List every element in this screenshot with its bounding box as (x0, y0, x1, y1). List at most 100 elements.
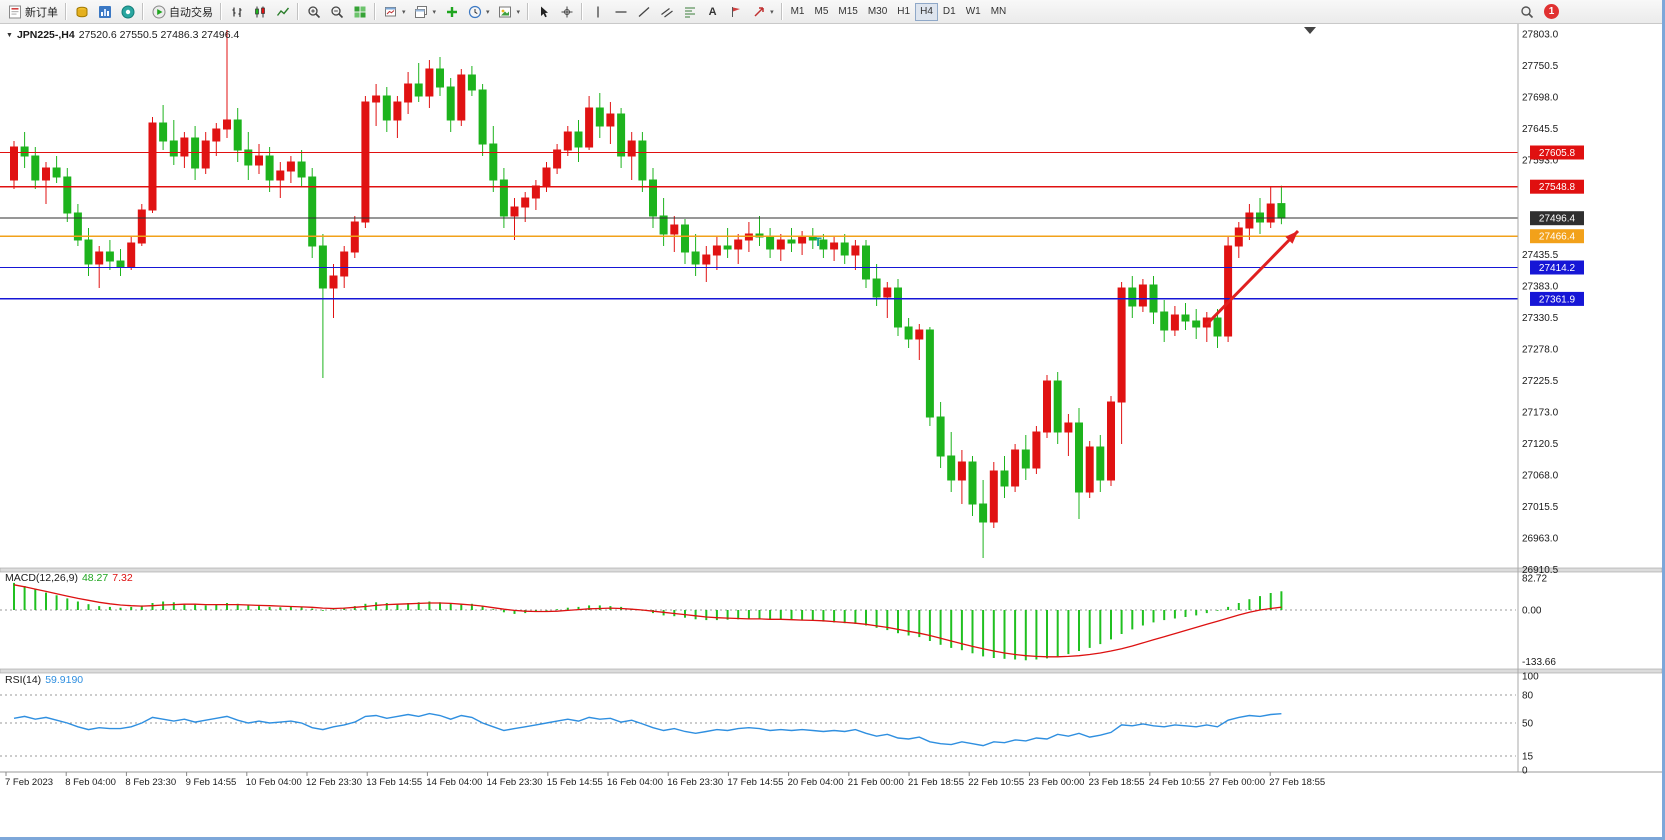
label-button[interactable] (724, 2, 747, 22)
bar-chart-button[interactable] (225, 2, 248, 22)
notification-badge[interactable]: 1 (1544, 4, 1559, 19)
timeframe-m15-button[interactable]: M15 (833, 3, 862, 21)
rsi-name: RSI(14) (5, 674, 42, 686)
text-tool-icon: A (708, 5, 717, 18)
market-watch-icon (97, 4, 112, 19)
timeframe-h4-button[interactable]: H4 (915, 2, 938, 21)
svg-text:7 Feb 2023: 7 Feb 2023 (5, 777, 53, 788)
svg-text:15 Feb 14:55: 15 Feb 14:55 (547, 777, 603, 788)
auto-trading-icon (151, 4, 166, 19)
templates-icon (498, 4, 513, 19)
tile-windows-icon (352, 4, 367, 19)
rsi-value: 59.9190 (45, 674, 84, 686)
one-click-trading-arrow-icon[interactable]: ▼ (6, 31, 13, 39)
svg-text:27015.5: 27015.5 (1522, 502, 1559, 513)
text-button[interactable]: A (701, 2, 724, 22)
trendline-icon (636, 4, 651, 19)
dropdown-caret: ▾ (402, 8, 406, 16)
shapes-button[interactable]: ▾ (747, 2, 778, 22)
svg-text:82.72: 82.72 (1522, 574, 1547, 585)
svg-text:17 Feb 14:55: 17 Feb 14:55 (727, 777, 783, 788)
vertical-line-icon (590, 4, 605, 19)
svg-text:27120.5: 27120.5 (1522, 439, 1559, 450)
candlestick-chart-button[interactable] (248, 2, 271, 22)
search-icon (1519, 4, 1534, 19)
crosshair-button[interactable] (555, 2, 578, 22)
horizontal-line-button[interactable] (609, 2, 632, 22)
navigator-icon (120, 4, 135, 19)
dropdown-caret: ▾ (770, 8, 774, 16)
trendline-button[interactable] (632, 2, 655, 22)
svg-text:27803.0: 27803.0 (1522, 30, 1559, 41)
new-chart-button[interactable]: ▾ (379, 2, 410, 22)
svg-text:27361.9: 27361.9 (1539, 294, 1576, 305)
chart-canvas[interactable]: T 27803.0 27750.5 27698.0 27645.5 27593.0 2743… (0, 24, 1662, 837)
templates-button[interactable]: ▾ (494, 2, 525, 22)
dropdown-caret: ▾ (432, 8, 437, 16)
svg-text:13 Feb 14:55: 13 Feb 14:55 (366, 777, 422, 788)
market-watch-button[interactable] (93, 2, 116, 22)
periods-button[interactable]: ▾ (463, 2, 494, 22)
chart-window: T 27803.0 27750.5 27698.0 27645.5 27593.0 2743… (0, 24, 1662, 837)
svg-text:27605.8: 27605.8 (1539, 148, 1576, 159)
toolbar-separator (374, 3, 376, 20)
arrow-shape-icon (751, 4, 766, 19)
svg-text:27330.5: 27330.5 (1522, 313, 1559, 324)
toolbar: 新订单 自动交易 ▾ ▾ ▾ ▾ A ▾ (0, 0, 1662, 24)
svg-text:26963.0: 26963.0 (1522, 534, 1559, 545)
cursor-icon (536, 4, 551, 19)
fibonacci-button[interactable] (678, 2, 701, 22)
clock-icon (467, 4, 482, 19)
svg-text:27593.0: 27593.0 (1522, 156, 1559, 167)
timeframe-h1-button[interactable]: H1 (892, 3, 915, 21)
timeframe-d1-button[interactable]: D1 (938, 3, 961, 21)
svg-text:T: T (814, 235, 822, 249)
svg-text:23 Feb 18:55: 23 Feb 18:55 (1089, 777, 1145, 788)
fibonacci-icon (682, 4, 697, 19)
svg-text:27548.8: 27548.8 (1539, 182, 1576, 193)
toolbar-separator (142, 3, 144, 20)
cursor-button[interactable] (532, 2, 555, 22)
svg-text:27414.2: 27414.2 (1539, 263, 1576, 274)
macd-indicator-label: MACD(12,26,9) 48.27 7.32 (5, 572, 133, 584)
horizontal-line-icon (613, 4, 628, 19)
symbols-icon (74, 4, 89, 19)
line-chart-button[interactable] (271, 2, 294, 22)
new-order-button[interactable]: 新订单 (3, 2, 62, 22)
svg-text:27278.0: 27278.0 (1522, 345, 1559, 356)
timeframe-m1-button[interactable]: M1 (786, 3, 810, 21)
symbols-button[interactable] (70, 2, 93, 22)
timeframe-m30-button[interactable]: M30 (863, 3, 892, 21)
zoom-out-button[interactable] (325, 2, 348, 22)
indicators-button[interactable] (440, 2, 463, 22)
timeframe-m5-button[interactable]: M5 (809, 3, 833, 21)
new-order-icon (7, 4, 22, 19)
zoom-in-button[interactable] (302, 2, 325, 22)
svg-text:22 Feb 10:55: 22 Feb 10:55 (968, 777, 1024, 788)
timeframe-w1-button[interactable]: W1 (961, 3, 986, 21)
dropdown-caret: ▾ (486, 8, 490, 16)
candlestick-chart-icon (252, 4, 267, 19)
svg-text:80: 80 (1522, 690, 1534, 701)
svg-text:50: 50 (1522, 719, 1534, 730)
chart-profiles-button[interactable]: ▾ (410, 2, 441, 22)
vertical-line-button[interactable] (586, 2, 609, 22)
svg-text:14 Feb 23:30: 14 Feb 23:30 (487, 777, 543, 788)
tile-windows-button[interactable] (348, 2, 371, 22)
auto-trading-button[interactable]: 自动交易 (147, 2, 217, 22)
svg-text:23 Feb 00:00: 23 Feb 00:00 (1028, 777, 1084, 788)
svg-text:8 Feb 23:30: 8 Feb 23:30 (125, 777, 176, 788)
channel-button[interactable] (655, 2, 678, 22)
search-button[interactable] (1515, 2, 1538, 22)
navigator-button[interactable] (116, 2, 139, 22)
svg-text:0: 0 (1522, 766, 1528, 777)
svg-text:16 Feb 23:30: 16 Feb 23:30 (667, 777, 723, 788)
svg-text:27466.4: 27466.4 (1539, 232, 1576, 243)
crosshair-icon (559, 4, 574, 19)
svg-text:27 Feb 18:55: 27 Feb 18:55 (1269, 777, 1325, 788)
svg-text:12 Feb 23:30: 12 Feb 23:30 (306, 777, 362, 788)
channel-icon (659, 4, 674, 19)
timeframe-mn-button[interactable]: MN (986, 3, 1012, 21)
svg-text:16 Feb 04:00: 16 Feb 04:00 (607, 777, 663, 788)
